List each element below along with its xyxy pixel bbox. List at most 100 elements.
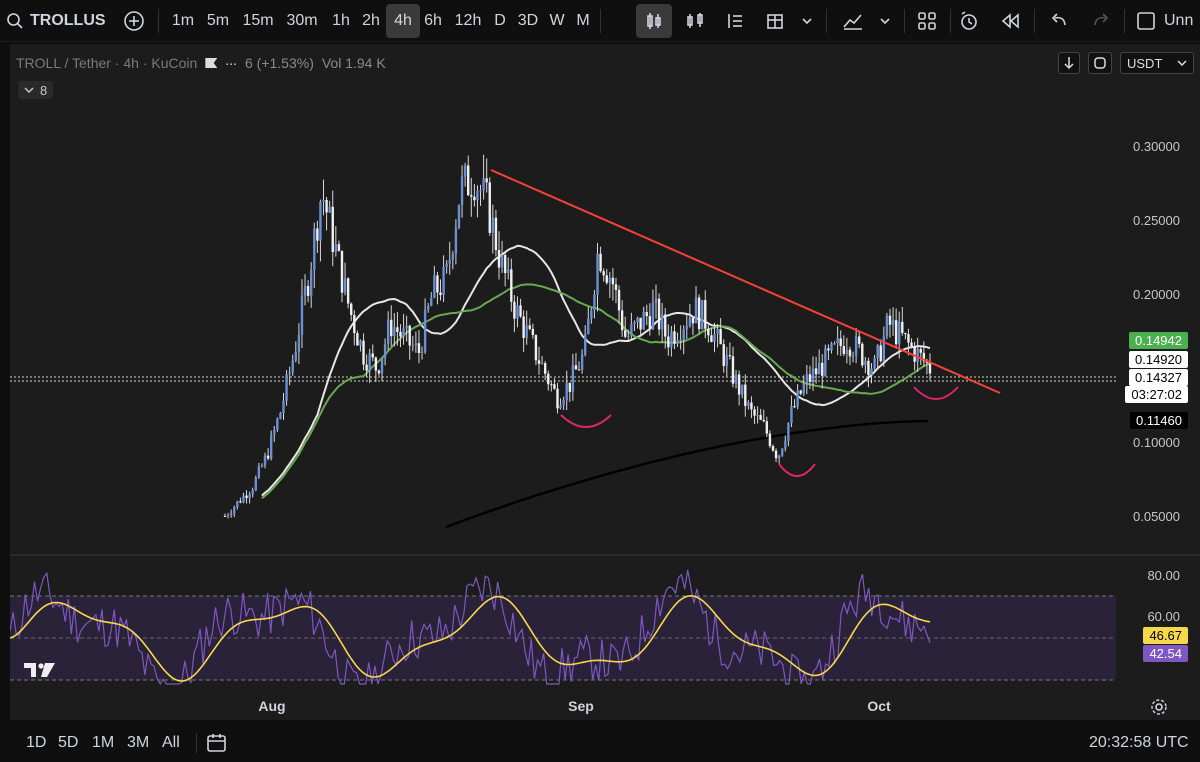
candle-body [251,490,254,495]
goto-date-button[interactable] [206,732,228,754]
interval-1h-button[interactable]: 1h [332,12,350,29]
compare-add-button[interactable] [120,4,148,38]
symbol-search[interactable]: TROLLUS [6,4,136,38]
interval-m-button[interactable]: M [576,12,590,29]
candle-body [633,322,636,324]
candle-body [386,319,390,345]
layout-button[interactable] [912,4,942,38]
interval-30m-button[interactable]: 30m [286,12,318,29]
ma-white-line [261,244,931,497]
redo-button[interactable] [1086,4,1116,38]
candle-body [260,465,264,467]
candle-body [254,477,257,491]
chevron-down-icon [24,87,34,94]
candle-body [371,353,374,358]
candle-body [771,445,775,451]
indicators-toggle[interactable]: 8 [18,81,54,99]
range-all-button[interactable]: All [162,734,180,751]
candle-body [516,305,519,319]
candle-body [898,321,901,345]
plus-circle-icon [124,11,144,31]
columns-chart-type-button[interactable] [760,4,790,38]
currency-select[interactable]: USDT [1120,52,1194,74]
candle-body [620,310,624,331]
price-chart[interactable]: 0.30000 0.25000 0.20000 0.10000 0.05000 80.00… [10,44,1200,720]
candle-body [559,405,562,409]
candle-body [334,244,338,253]
candle-body [864,360,867,366]
indicators-dropdown[interactable] [874,4,896,38]
line-chart-type-button[interactable] [720,4,750,38]
candle-body [741,384,744,395]
candle-body [494,217,498,251]
range-1m-button[interactable]: 1M [92,734,115,751]
candle-body [824,348,827,376]
tradingview-logo[interactable] [22,660,60,680]
replay-button[interactable] [996,4,1026,38]
layout-name-button[interactable]: Unn [1136,4,1200,38]
resistance-trendline[interactable] [490,169,1001,394]
candle-body [319,201,322,241]
interval-6h-button[interactable]: 6h [424,12,442,29]
candle-body [894,320,898,345]
candles-chart-type-button[interactable] [636,4,672,38]
more-icon[interactable]: ∙∙∙ [225,55,237,71]
candle-body [556,388,559,409]
bars-chart-type-button[interactable] [680,4,710,38]
candle-body [854,336,858,356]
chart-settings-button[interactable] [1150,698,1168,716]
interval-3d-button[interactable]: 3D [517,12,539,29]
interval-w-button[interactable]: W [549,12,565,29]
undo-button[interactable] [1044,4,1074,38]
indicators-button[interactable] [838,4,868,38]
interval-15m-button[interactable]: 15m [242,12,274,29]
tv-logo-icon [24,663,55,677]
candle-body [821,362,824,376]
cup-arc-3[interactable] [913,386,959,400]
cup-arc-1[interactable] [560,414,612,428]
alarm-clock-icon [961,11,977,30]
candle-body [313,228,316,270]
chevron-down-icon [802,18,812,25]
candle-body [316,228,319,241]
candle-body [722,344,725,366]
candle-body [491,217,495,233]
candle-body [322,199,325,202]
chart-panel[interactable]: 0.30000 0.25000 0.20000 0.10000 0.05000 80.00… [10,44,1200,720]
chart-type-dropdown[interactable] [796,4,818,38]
candle-body [694,297,698,324]
pair-title[interactable]: TROLL / Tether · 4h · KuCoin [16,55,198,71]
interval-d-button[interactable]: D [494,12,506,29]
candle-body [291,360,294,373]
interval-5m-button[interactable]: 5m [206,12,230,29]
candle-body [306,285,310,296]
candle-body [657,298,661,330]
candle-body [725,355,729,366]
candle-body [759,415,762,420]
cup-arc-2[interactable] [778,463,816,477]
layout-name-label: Unn [1164,12,1194,29]
fullscreen-button[interactable] [1088,52,1112,74]
candle-body [463,165,467,177]
candle-body [617,289,621,311]
alert-button[interactable] [954,4,984,38]
range-5d-button[interactable]: 5D [58,734,79,751]
utc-clock[interactable]: 20:32:58 UTC [1089,734,1189,751]
interval-4h-button[interactable]: 4h [386,4,420,38]
candle-body [467,165,470,196]
interval-12h-button[interactable]: 12h [454,12,482,29]
download-button[interactable] [1058,52,1080,74]
search-icon [7,13,23,29]
range-3m-button[interactable]: 3M [127,734,150,751]
chevron-down-icon [880,18,890,25]
candle-body [901,321,904,333]
flag-icon[interactable] [205,58,218,68]
interval-1m-button[interactable]: 1m [171,12,195,29]
candle-body [236,501,239,508]
candle-body [470,195,473,197]
candle-body [922,352,926,362]
candle-body [888,315,892,325]
candle-body [239,501,242,503]
interval-2h-button[interactable]: 2h [362,12,380,29]
range-1d-button[interactable]: 1D [26,734,47,751]
